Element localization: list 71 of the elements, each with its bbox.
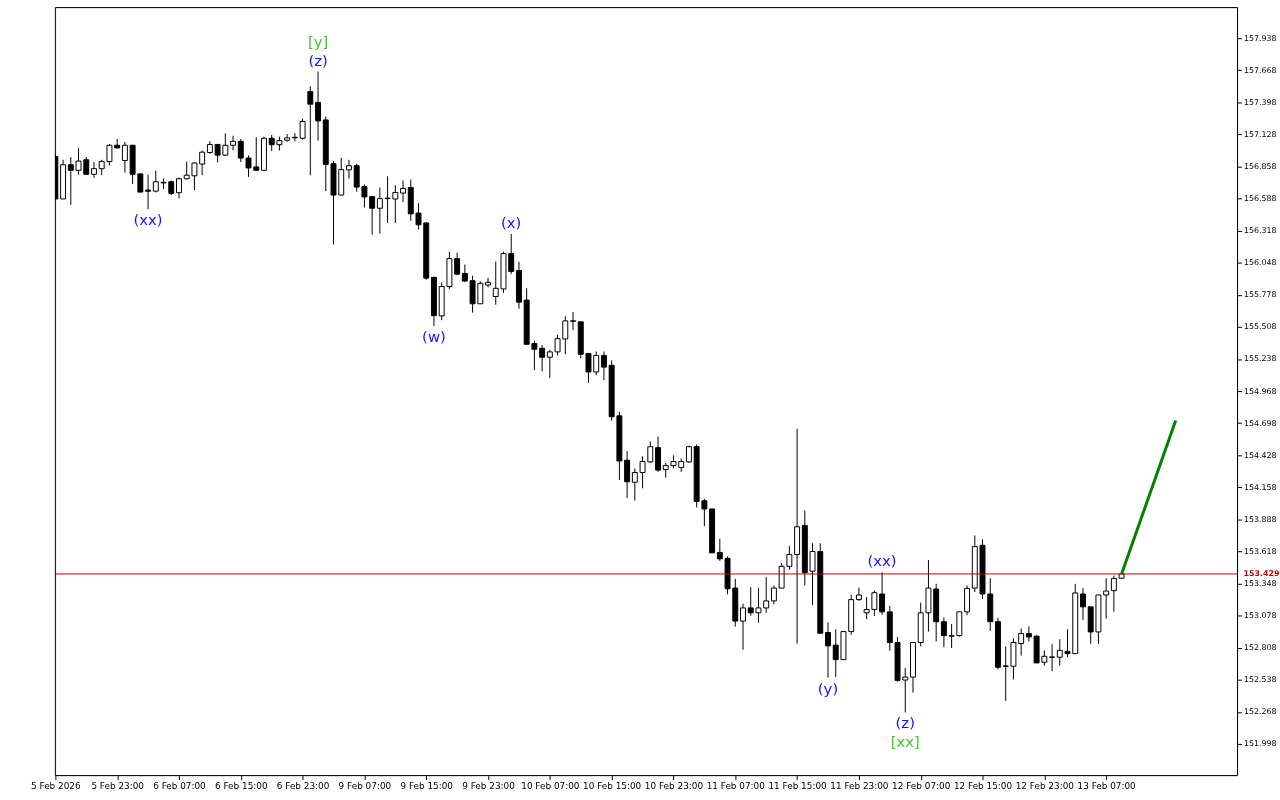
x-tick-label: 6 Feb 15:00 xyxy=(214,780,268,791)
x-tick-label: 12 Feb 07:00 xyxy=(892,780,951,791)
annotation: (z) xyxy=(895,714,915,732)
y-tick-label: 157.668 xyxy=(1243,65,1277,75)
annotation: (x) xyxy=(501,213,522,231)
annotation: [xx] xyxy=(890,732,920,750)
y-tick-label: 156.318 xyxy=(1243,226,1277,236)
candlestick xyxy=(307,85,314,176)
y-tick-label: 152.808 xyxy=(1243,643,1277,653)
x-tick-label: 12 Feb 15:00 xyxy=(953,780,1013,791)
y-tick-label: 152.268 xyxy=(1243,707,1277,717)
annotation: (z) xyxy=(308,51,328,69)
x-tick-label: 10 Feb 07:00 xyxy=(521,780,580,791)
ref-line-label: 153.429 xyxy=(1243,568,1280,578)
annotation: (y) xyxy=(817,679,839,697)
annotation: (xx) xyxy=(867,552,897,570)
y-tick-label: 154.968 xyxy=(1243,386,1277,396)
candlestick xyxy=(655,436,661,473)
x-tick-label: 11 Feb 07:00 xyxy=(706,780,766,791)
candlestick xyxy=(315,70,322,142)
y-tick-label: 153.618 xyxy=(1243,546,1277,556)
x-tick-label: 12 Feb 23:00 xyxy=(1015,780,1075,791)
x-tick-label: 9 Feb 23:00 xyxy=(462,780,516,791)
candlestick xyxy=(145,174,152,210)
candlestick xyxy=(964,584,971,616)
candlestick xyxy=(176,176,182,199)
y-tick-label: 154.158 xyxy=(1243,482,1277,492)
x-tick-label: 6 Feb 07:00 xyxy=(153,780,207,791)
candlestick xyxy=(740,603,746,651)
y-tick-label: 157.128 xyxy=(1243,129,1277,139)
x-tick-label: 9 Feb 07:00 xyxy=(338,780,392,791)
y-tick-label: 153.888 xyxy=(1243,514,1277,524)
x-tick-label: 10 Feb 15:00 xyxy=(583,780,642,791)
x-tick-label: 5 Feb 2026 xyxy=(31,780,81,791)
y-tick-label: 153.348 xyxy=(1243,579,1277,589)
y-tick-label: 152.538 xyxy=(1243,675,1277,685)
x-tick-label: 5 Feb 23:00 xyxy=(91,780,145,791)
annotation: [y] xyxy=(307,32,329,50)
y-tick-label: 155.508 xyxy=(1243,322,1277,332)
candlestick xyxy=(1080,587,1086,621)
x-tick-label: 9 Feb 15:00 xyxy=(400,780,454,791)
candlestick xyxy=(825,621,831,679)
y-tick-label: 155.778 xyxy=(1243,290,1277,300)
candlestick xyxy=(1049,643,1056,672)
y-tick-label: 156.858 xyxy=(1243,162,1277,172)
candlestick xyxy=(600,351,607,381)
candlestick xyxy=(770,584,777,605)
candlestick xyxy=(91,161,97,179)
candlestick xyxy=(485,277,491,288)
x-tick-label: 6 Feb 23:00 xyxy=(276,780,330,791)
y-tick-label: 154.428 xyxy=(1243,450,1277,460)
y-tick-label: 154.698 xyxy=(1243,418,1277,428)
x-tick-label: 10 Feb 23:00 xyxy=(644,780,704,791)
candlestick xyxy=(230,135,237,151)
x-tick-label: 13 Feb 07:00 xyxy=(1077,780,1137,791)
candlestick xyxy=(855,587,862,602)
y-tick-label: 151.998 xyxy=(1243,739,1277,749)
y-tick-label: 156.048 xyxy=(1243,258,1277,268)
annotation: (xx) xyxy=(133,211,163,229)
x-tick-label: 11 Feb 15:00 xyxy=(768,780,828,791)
y-tick-label: 153.078 xyxy=(1243,611,1277,621)
candlestick xyxy=(400,180,407,203)
candlestick xyxy=(570,311,576,331)
annotation: (w) xyxy=(422,327,446,345)
y-tick-label: 157.938 xyxy=(1243,33,1277,43)
candlestick xyxy=(345,159,352,180)
y-tick-label: 157.398 xyxy=(1243,97,1277,107)
y-tick-label: 156.588 xyxy=(1243,194,1277,204)
candlestick xyxy=(879,571,886,616)
x-tick-label: 11 Feb 23:00 xyxy=(830,780,889,791)
y-tick-label: 155.238 xyxy=(1243,354,1277,364)
